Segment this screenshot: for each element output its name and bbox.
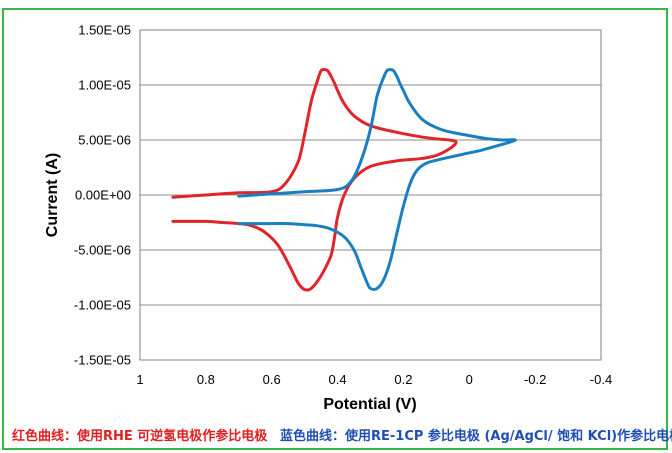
- x-tick-label: 1: [136, 372, 143, 387]
- series-line-1: [171, 68, 458, 292]
- y-axis-title: Current (A): [44, 153, 61, 237]
- x-tick-labels: 1 0.8 0.6 0.4 0.2 0 -0.2 -0.4: [136, 372, 612, 387]
- series-line-2: [237, 68, 517, 291]
- x-tick-label: 0.6: [263, 372, 281, 387]
- y-tick-label: -5.00E-06: [74, 243, 131, 258]
- x-tick-label: 0.2: [394, 372, 412, 387]
- plot-area-border: [139, 29, 602, 361]
- y-tick-label: 1.50E-05: [78, 23, 131, 38]
- caption-blue-curve: 蓝色曲线：使用RE-1CP 参比电极 (Ag/AgCl/ 饱和 KCl)作参比电…: [280, 429, 672, 444]
- y-tick-label: 0.00E+00: [75, 188, 131, 203]
- x-tick-label: -0.2: [524, 372, 546, 387]
- y-tick-label: -1.00E-05: [74, 298, 131, 313]
- y-tick-label: 1.00E-05: [78, 78, 131, 93]
- y-tick-label: -1.50E-05: [74, 353, 131, 368]
- y-tick-labels: 1.50E-05 1.00E-05 5.00E-06 0.00E+00 -5.00E-0…: [74, 23, 131, 368]
- caption-red-curve: 红色曲线：使用RHE 可逆氢电极作参比电极: [12, 429, 268, 444]
- x-tick-label: 0.8: [197, 372, 215, 387]
- y-tick-label: 5.00E-06: [78, 133, 131, 148]
- series-group: [171, 68, 517, 292]
- x-axis-title: Potential (V): [323, 396, 416, 413]
- x-tick-label: -0.4: [590, 372, 612, 387]
- x-tick-label: 0.4: [329, 372, 347, 387]
- x-tick-label: 0: [466, 372, 473, 387]
